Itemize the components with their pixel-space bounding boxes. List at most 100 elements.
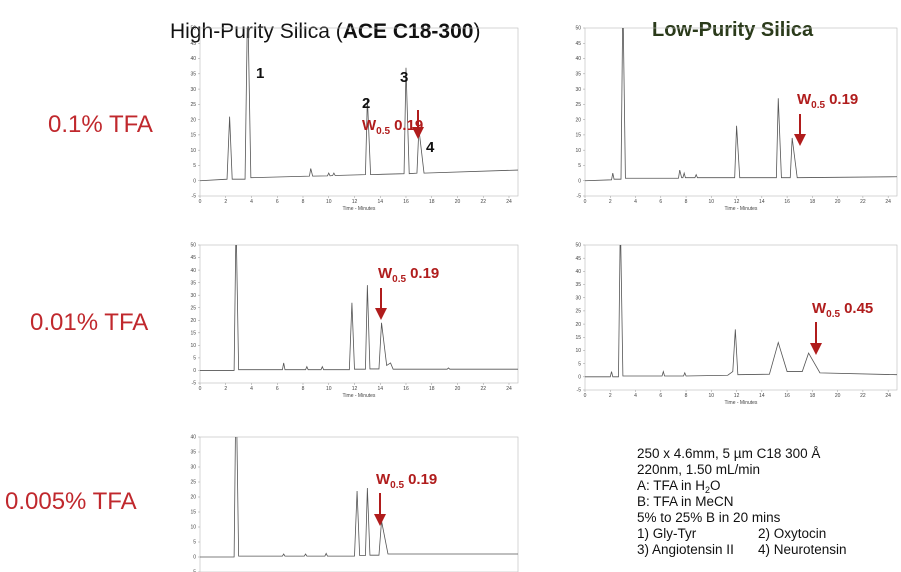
x-tick-label: 18 [429, 386, 435, 392]
x-tick-label: 18 [429, 199, 435, 205]
y-tick-label: 5 [193, 540, 196, 546]
x-tick-label: 8 [685, 393, 688, 399]
x-tick-label: 0 [584, 199, 587, 205]
x-tick-label: 14 [759, 393, 765, 399]
x-tick-label: 22 [860, 199, 866, 205]
annotation-symbol: W [376, 471, 391, 488]
y-tick-label: 25 [190, 102, 196, 108]
annotation-value: 0.19 [410, 265, 439, 282]
trace [200, 28, 518, 182]
y-tick-label: 10 [190, 525, 196, 531]
x-tick-label: 0 [199, 199, 202, 205]
y-tick-label: 40 [190, 56, 196, 62]
condition-line: B: TFA in MeCN [637, 494, 734, 509]
y-tick-label: 25 [575, 309, 581, 315]
peak-label: 2 [362, 95, 370, 112]
x-tick-label: 6 [276, 199, 279, 205]
annotation-symbol: W [812, 300, 827, 317]
y-tick-label: 5 [578, 163, 581, 169]
annotation-value: 0.19 [829, 91, 858, 108]
y-tick-label: 0 [578, 178, 581, 184]
x-tick-label: 10 [326, 386, 332, 392]
y-tick-label: 20 [190, 495, 196, 501]
plot-frame [584, 27, 898, 197]
y-tick-label: -5 [577, 194, 582, 200]
condition-line: 220nm, 1.50 mL/min [637, 462, 760, 477]
y-tick-label: 30 [190, 87, 196, 93]
annotation-sub: 0.5 [376, 126, 390, 137]
annotation-symbol: W [362, 117, 377, 134]
y-tick-label: 0 [578, 375, 581, 381]
trace [200, 437, 518, 558]
annotation-sub: 0.5 [390, 480, 404, 491]
x-tick-label: 2 [224, 199, 227, 205]
trace [200, 245, 518, 371]
x-tick-label: 14 [377, 386, 383, 392]
x-tick-label: 20 [455, 386, 461, 392]
y-tick-label: 40 [190, 435, 196, 441]
y-tick-label: 5 [193, 356, 196, 362]
y-tick-label: 35 [190, 450, 196, 456]
y-tick-label: 10 [190, 148, 196, 154]
x-tick-label: 4 [634, 393, 637, 399]
y-tick-label: 35 [190, 280, 196, 286]
x-tick-label: 12 [734, 199, 740, 205]
x-tick-label: 4 [250, 386, 253, 392]
x-tick-label: 24 [506, 199, 512, 205]
annotation-symbol: W [378, 265, 393, 282]
x-tick-label: 2 [609, 393, 612, 399]
x-tick-label: 24 [506, 386, 512, 392]
x-tick-label: 12 [352, 386, 358, 392]
y-tick-label: 30 [190, 293, 196, 299]
annotation-sub: 0.5 [811, 100, 825, 111]
y-tick-label: 15 [190, 510, 196, 516]
peak-name: 4) Neurotensin [758, 542, 847, 557]
x-tick-label: 10 [709, 199, 715, 205]
condition-text: 220nm, 1.50 mL/min [637, 462, 760, 477]
x-tick-label: 6 [659, 199, 662, 205]
trace [585, 245, 897, 378]
condition-sub: 2 [705, 485, 710, 495]
x-tick-label: 2 [609, 199, 612, 205]
x-tick-label: 0 [584, 393, 587, 399]
y-tick-label: 45 [190, 255, 196, 261]
y-tick-label: 20 [190, 318, 196, 324]
x-tick-label: 12 [734, 393, 740, 399]
x-tick-label: 16 [403, 199, 409, 205]
y-tick-label: 0 [193, 368, 196, 374]
x-tick-label: 10 [709, 393, 715, 399]
x-tick-label: 16 [784, 199, 790, 205]
plot-frame [584, 244, 898, 391]
x-axis-label: Time - Minutes [725, 206, 758, 212]
condition-text: 5% to 25% B in 20 mins [637, 510, 781, 525]
y-tick-label: 45 [190, 41, 196, 47]
y-tick-label: 15 [190, 331, 196, 337]
x-tick-label: 0 [199, 386, 202, 392]
x-tick-label: 18 [810, 199, 816, 205]
y-tick-label: 30 [575, 87, 581, 93]
condition-line: A: TFA in H2O [637, 478, 721, 495]
x-tick-label: 8 [302, 386, 305, 392]
plot-frame [199, 436, 519, 572]
y-tick-label: 0 [193, 178, 196, 184]
x-tick-label: 16 [403, 386, 409, 392]
y-tick-label: 40 [190, 268, 196, 274]
y-tick-label: 40 [575, 56, 581, 62]
x-tick-label: 10 [326, 199, 332, 205]
y-tick-label: 35 [575, 282, 581, 288]
peak-name: 3) Angiotensin II [637, 542, 734, 557]
x-tick-label: 20 [835, 199, 841, 205]
annotation: W0.5 0.19 [362, 117, 423, 137]
condition-text: B: TFA in MeCN [637, 494, 734, 509]
y-tick-label: 25 [575, 102, 581, 108]
x-tick-label: 4 [250, 199, 253, 205]
plot-frame [199, 27, 519, 197]
y-tick-label: 30 [575, 295, 581, 301]
x-tick-label: 16 [784, 393, 790, 399]
annotation: W0.5 0.19 [378, 265, 439, 285]
condition-after: O [710, 478, 721, 493]
